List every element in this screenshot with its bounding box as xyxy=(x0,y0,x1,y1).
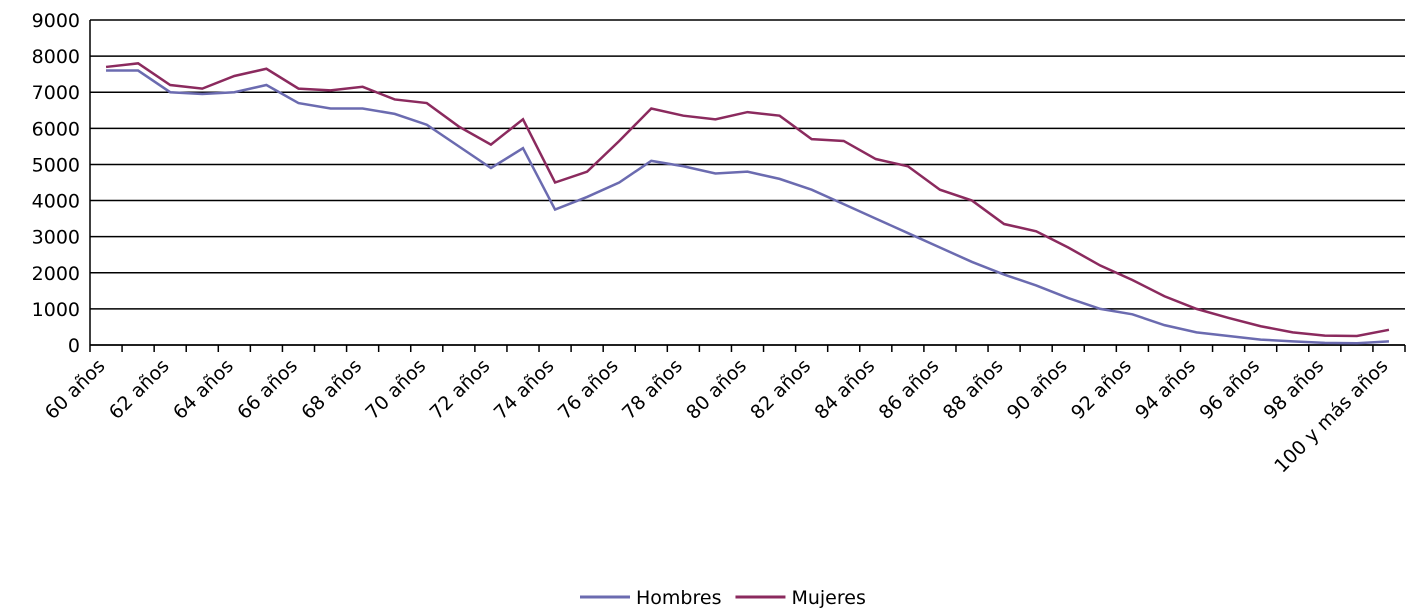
y-tick-label: 9000 xyxy=(32,10,80,32)
x-tick-label: 90 años xyxy=(1003,355,1072,424)
x-tick-label: 86 años xyxy=(875,355,944,424)
x-tick-label: 72 años xyxy=(426,355,495,424)
x-tick-label: 88 años xyxy=(939,355,1008,424)
x-tick-label: 84 años xyxy=(810,355,879,424)
x-tick-label: 64 años xyxy=(169,355,238,424)
x-tick-label: 60 años xyxy=(41,355,110,424)
y-tick-label: 2000 xyxy=(32,263,80,285)
x-tick-label: 68 años xyxy=(297,355,366,424)
y-tick-label: 6000 xyxy=(32,118,80,140)
x-tick-label: 82 años xyxy=(746,355,815,424)
legend-label: Mujeres xyxy=(791,587,865,609)
legend-label: Hombres xyxy=(636,587,721,609)
x-tick-label: 92 años xyxy=(1067,355,1136,424)
series-line xyxy=(106,69,1390,345)
x-tick-label: 62 años xyxy=(105,355,174,424)
x-tick-label: 74 años xyxy=(490,355,559,424)
x-tick-label: 80 años xyxy=(682,355,751,424)
y-tick-label: 3000 xyxy=(32,227,80,249)
y-tick-label: 5000 xyxy=(32,154,80,176)
x-tick-label: 70 años xyxy=(361,355,430,424)
x-tick-label: 100 y más años xyxy=(1270,355,1392,477)
y-tick-label: 1000 xyxy=(32,299,80,321)
x-tick-label: 96 años xyxy=(1195,355,1264,424)
series-line xyxy=(105,62,1390,338)
y-tick-label: 7000 xyxy=(32,82,80,104)
x-tick-label: 78 años xyxy=(618,355,687,424)
x-tick-label: 66 años xyxy=(233,355,302,424)
x-tick-label: 94 años xyxy=(1131,355,1200,424)
y-tick-label: 8000 xyxy=(32,46,80,68)
y-tick-label: 0 xyxy=(68,335,80,357)
x-tick-label: 76 años xyxy=(554,355,623,424)
y-tick-label: 4000 xyxy=(32,191,80,213)
